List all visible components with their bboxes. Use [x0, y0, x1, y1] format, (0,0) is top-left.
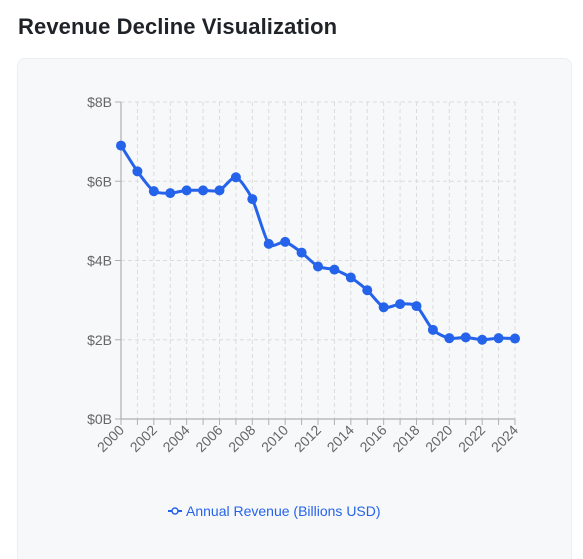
grid-lines	[120, 101, 516, 419]
data-point[interactable]	[263, 238, 274, 249]
data-point[interactable]	[198, 185, 209, 196]
data-point[interactable]	[460, 332, 471, 343]
x-tick-label: 2022	[455, 422, 488, 455]
data-point[interactable]	[148, 186, 159, 197]
x-tick-label: 2006	[192, 422, 225, 455]
chart-legend[interactable]: Annual Revenue (Billions USD)	[168, 503, 381, 519]
x-tick-label: 2012	[291, 422, 324, 455]
data-point[interactable]	[296, 247, 307, 258]
axes	[115, 101, 516, 425]
x-tick-label: 2016	[356, 422, 389, 455]
data-point[interactable]	[214, 185, 225, 196]
data-point[interactable]	[181, 185, 192, 196]
data-point[interactable]	[313, 261, 323, 272]
data-point[interactable]	[395, 299, 406, 310]
data-point[interactable]	[247, 194, 258, 205]
x-tick-label: 2014	[324, 422, 357, 455]
x-tick-label: 2010	[258, 422, 291, 455]
x-tick-label: 2018	[389, 422, 422, 455]
data-point[interactable]	[510, 333, 520, 344]
data-point[interactable]	[493, 333, 504, 344]
data-point[interactable]	[411, 301, 422, 312]
data-point[interactable]	[444, 333, 455, 344]
page-title: Revenue Decline Visualization	[18, 14, 338, 39]
x-tick-label: 2024	[488, 422, 521, 455]
y-tick-label: $8B	[87, 94, 112, 110]
x-tick-label: 2008	[225, 422, 258, 455]
data-point[interactable]	[427, 324, 438, 335]
data-point[interactable]	[116, 140, 126, 151]
data-point[interactable]	[329, 264, 340, 275]
y-tick-label: $6B	[87, 173, 112, 189]
x-tick-label: 2004	[159, 422, 192, 455]
data-point[interactable]	[132, 166, 143, 177]
series-layer	[116, 140, 520, 345]
data-point[interactable]	[362, 285, 373, 296]
y-tick-label: $0B	[87, 411, 112, 427]
y-tick-label: $2B	[87, 332, 112, 348]
y-axis-tick-labels: $0B $2B $4B $6B $8B	[87, 94, 112, 427]
data-point[interactable]	[165, 188, 176, 199]
data-point[interactable]	[345, 272, 356, 283]
x-tick-label: 2002	[127, 422, 160, 455]
chart-card	[17, 58, 572, 559]
legend-line-marker-icon	[168, 507, 182, 515]
data-point[interactable]	[230, 172, 241, 183]
x-tick-label: 2020	[422, 422, 455, 455]
data-point[interactable]	[378, 302, 389, 313]
data-point[interactable]	[280, 236, 291, 247]
legend-label: Annual Revenue (Billions USD)	[186, 503, 381, 519]
x-axis-tick-labels: 2000 2002 2004 2006 2008 2010 2012 2014 2016 2018…	[94, 422, 521, 455]
y-tick-label: $4B	[87, 253, 112, 269]
data-point[interactable]	[477, 334, 488, 345]
